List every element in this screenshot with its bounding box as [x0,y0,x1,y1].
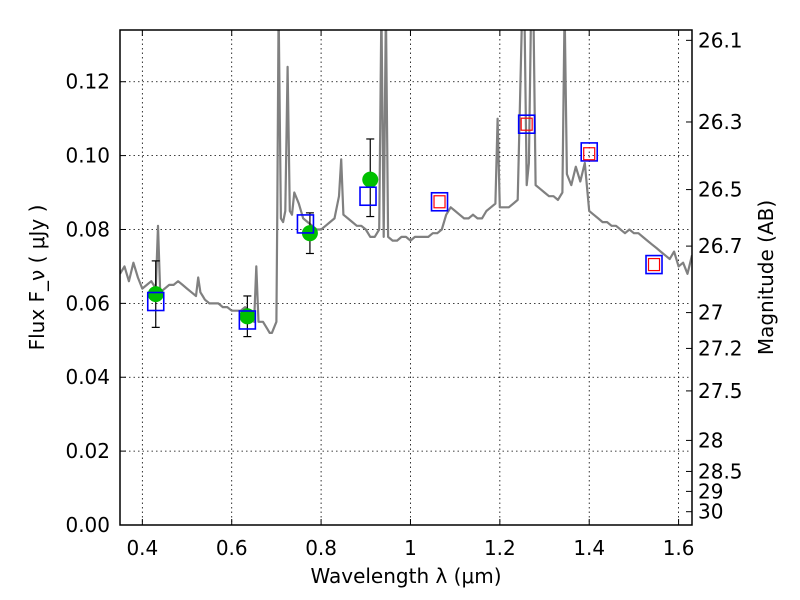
observed-flux-point [239,308,256,325]
y-axis-label: Flux F_ν ( μJy ) [25,205,49,351]
model-flux-square [517,114,536,134]
y-tick-label: 0.02 [65,439,110,463]
observed-flux-point [362,171,379,188]
predicted-flux-square [433,195,446,209]
right-tick-label: 26.5 [698,178,743,202]
model-flux-square [296,214,315,234]
x-tick-label: 1 [404,536,417,560]
right-axis-label: Magnitude (AB) [754,200,778,355]
right-tick-label: 27 [698,301,723,325]
model-flux-square [238,310,257,330]
model-flux-square [580,142,599,162]
x-axis-label: Wavelength λ (μm) [310,564,501,588]
x-tick-label: 1.6 [663,536,695,560]
model-flux-square [146,291,165,312]
right-tick-label: 29 [698,479,723,503]
right-tick-label: 26.7 [698,234,743,258]
y-tick-label: 0.10 [65,144,110,168]
plot-area [120,30,692,338]
right-tick-label: 28 [698,428,723,452]
x-tick-label: 0.6 [216,536,248,560]
observed-flux-point [147,286,164,303]
model-flux-square [430,191,449,212]
y-tick-label: 0.00 [65,513,110,537]
axis-ticks: 0.4 0.6 0.8 1 1.2 1.4 1.6 0.00 0.02 0.04 0.06 0.08 0… [65,28,742,560]
right-tick-label: 26.3 [698,110,743,134]
plot-clip-group [120,30,692,338]
x-tick-label: 1.2 [484,536,516,560]
predicted-flux-square [520,117,533,131]
x-tick-label: 0.8 [305,536,337,560]
grid-lines [120,30,692,526]
right-tick-label: 30 [698,500,723,524]
right-tick-label: 26.1 [698,28,743,52]
spectrum-line [120,30,692,334]
y-tick-label: 0.04 [65,365,110,389]
right-tick-label: 27.2 [698,336,743,360]
x-tick-label: 0.4 [126,536,158,560]
predicted-flux-square [583,147,596,161]
y-tick-label: 0.08 [65,217,110,241]
axes-frame [119,29,693,526]
x-tick-label: 1.4 [573,536,605,560]
model-flux-square [359,186,377,207]
y-tick-label: 0.12 [65,70,110,94]
model-flux-square [645,254,663,275]
y-tick-label: 0.06 [65,291,110,315]
right-tick-label: 27.5 [698,379,743,403]
predicted-flux-square [647,257,661,272]
right-tick-label: 28.5 [698,459,743,483]
